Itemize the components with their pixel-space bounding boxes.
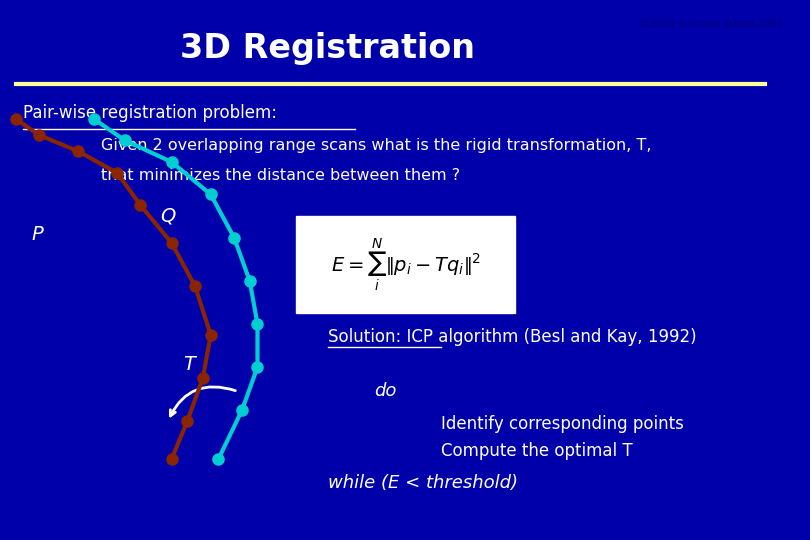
- Text: Identify corresponding points: Identify corresponding points: [441, 415, 684, 433]
- Text: EURON Summer School 2003: EURON Summer School 2003: [640, 19, 782, 29]
- Text: Solution: ICP algorithm (Besl and Kay, 1992): Solution: ICP algorithm (Besl and Kay, 1…: [328, 328, 697, 347]
- Text: 3D Registration: 3D Registration: [180, 32, 475, 65]
- Text: Compute the optimal T: Compute the optimal T: [441, 442, 633, 460]
- Text: that minimizes the distance between them ?: that minimizes the distance between them…: [101, 168, 461, 183]
- Text: do: do: [374, 382, 397, 401]
- Text: Pair-wise registration problem:: Pair-wise registration problem:: [23, 104, 277, 123]
- Text: while (E < threshold): while (E < threshold): [328, 474, 518, 492]
- Text: Q: Q: [160, 206, 175, 226]
- Text: Given 2 overlapping range scans what is the rigid transformation, T,: Given 2 overlapping range scans what is …: [101, 138, 652, 153]
- Text: T: T: [183, 355, 195, 374]
- Text: P: P: [32, 225, 43, 245]
- Text: $E = \sum_{i}^{N} \left\| p_i - Tq_i \right\|^2$: $E = \sum_{i}^{N} \left\| p_i - Tq_i \ri…: [330, 236, 481, 293]
- Bar: [296, 216, 515, 313]
